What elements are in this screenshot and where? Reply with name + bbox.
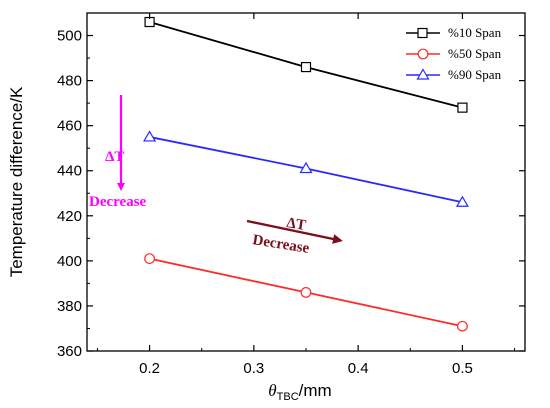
- legend-item-10-span: %10 Span: [406, 25, 502, 40]
- y-tick-label: 440: [57, 163, 82, 180]
- x-axis-label-symbol: θ: [268, 381, 276, 400]
- maroon-diagonal-arrow: [246, 219, 343, 244]
- annotation-delta-t-decrease-diagonal: ΔT Decrease: [246, 215, 343, 257]
- legend-label-10-span: %10 Span: [448, 25, 502, 40]
- x-tick-label: 0.3: [243, 360, 264, 377]
- series--50-span: [144, 253, 468, 332]
- annotation-2-delta-t: ΔT: [285, 215, 307, 234]
- annotation-delta-t-decrease-vertical: ΔT Decrease: [89, 95, 147, 210]
- x-tick-label: 0.4: [348, 360, 369, 377]
- data-point-square: [457, 102, 468, 113]
- x-axis-label: θTBC/mm: [268, 381, 331, 403]
- y-axis-label: Temperature difference/K: [7, 86, 26, 277]
- y-tick-label: 380: [57, 298, 82, 315]
- legend-circle-marker: [417, 48, 429, 60]
- annotation-1-delta-t: ΔT: [105, 149, 124, 165]
- plot-frame: [86, 12, 526, 352]
- data-point-triangle: [143, 130, 157, 142]
- data-point-triangle: [455, 195, 469, 207]
- y-tick-label: 360: [57, 343, 82, 360]
- legend: %10 Span %50 Span %90 Span: [406, 25, 502, 82]
- y-tick-label: 480: [57, 73, 82, 90]
- data-point-triangle: [299, 161, 313, 174]
- annotation-2-decrease: Decrease: [251, 232, 310, 257]
- y-tick-label: 420: [57, 208, 82, 225]
- legend-square-marker: [417, 27, 428, 39]
- legend-triangle-marker: [416, 68, 430, 80]
- legend-item-50-span: %50 Span: [406, 46, 502, 61]
- data-point-circle: [144, 253, 155, 265]
- legend-label-50-span: %50 Span: [448, 46, 502, 61]
- y-tick-label: 400: [57, 253, 82, 270]
- y-tick-label: 460: [57, 118, 82, 135]
- legend-label-90-span: %90 Span: [448, 67, 502, 82]
- x-axis-label-unit: /mm: [299, 381, 332, 400]
- data-point-circle: [457, 320, 468, 332]
- annotation-1-decrease: Decrease: [89, 194, 147, 210]
- series--90-span: [143, 130, 469, 207]
- data-point-circle: [300, 287, 312, 298]
- y-tick-label: 500: [57, 28, 82, 45]
- x-tick-label: 0.5: [452, 360, 473, 377]
- legend-item-90-span: %90 Span: [406, 67, 502, 82]
- x-axis-label-subscript: TBC: [277, 391, 299, 403]
- x-tick-label: 0.2: [139, 360, 160, 377]
- data-point-square: [300, 61, 312, 73]
